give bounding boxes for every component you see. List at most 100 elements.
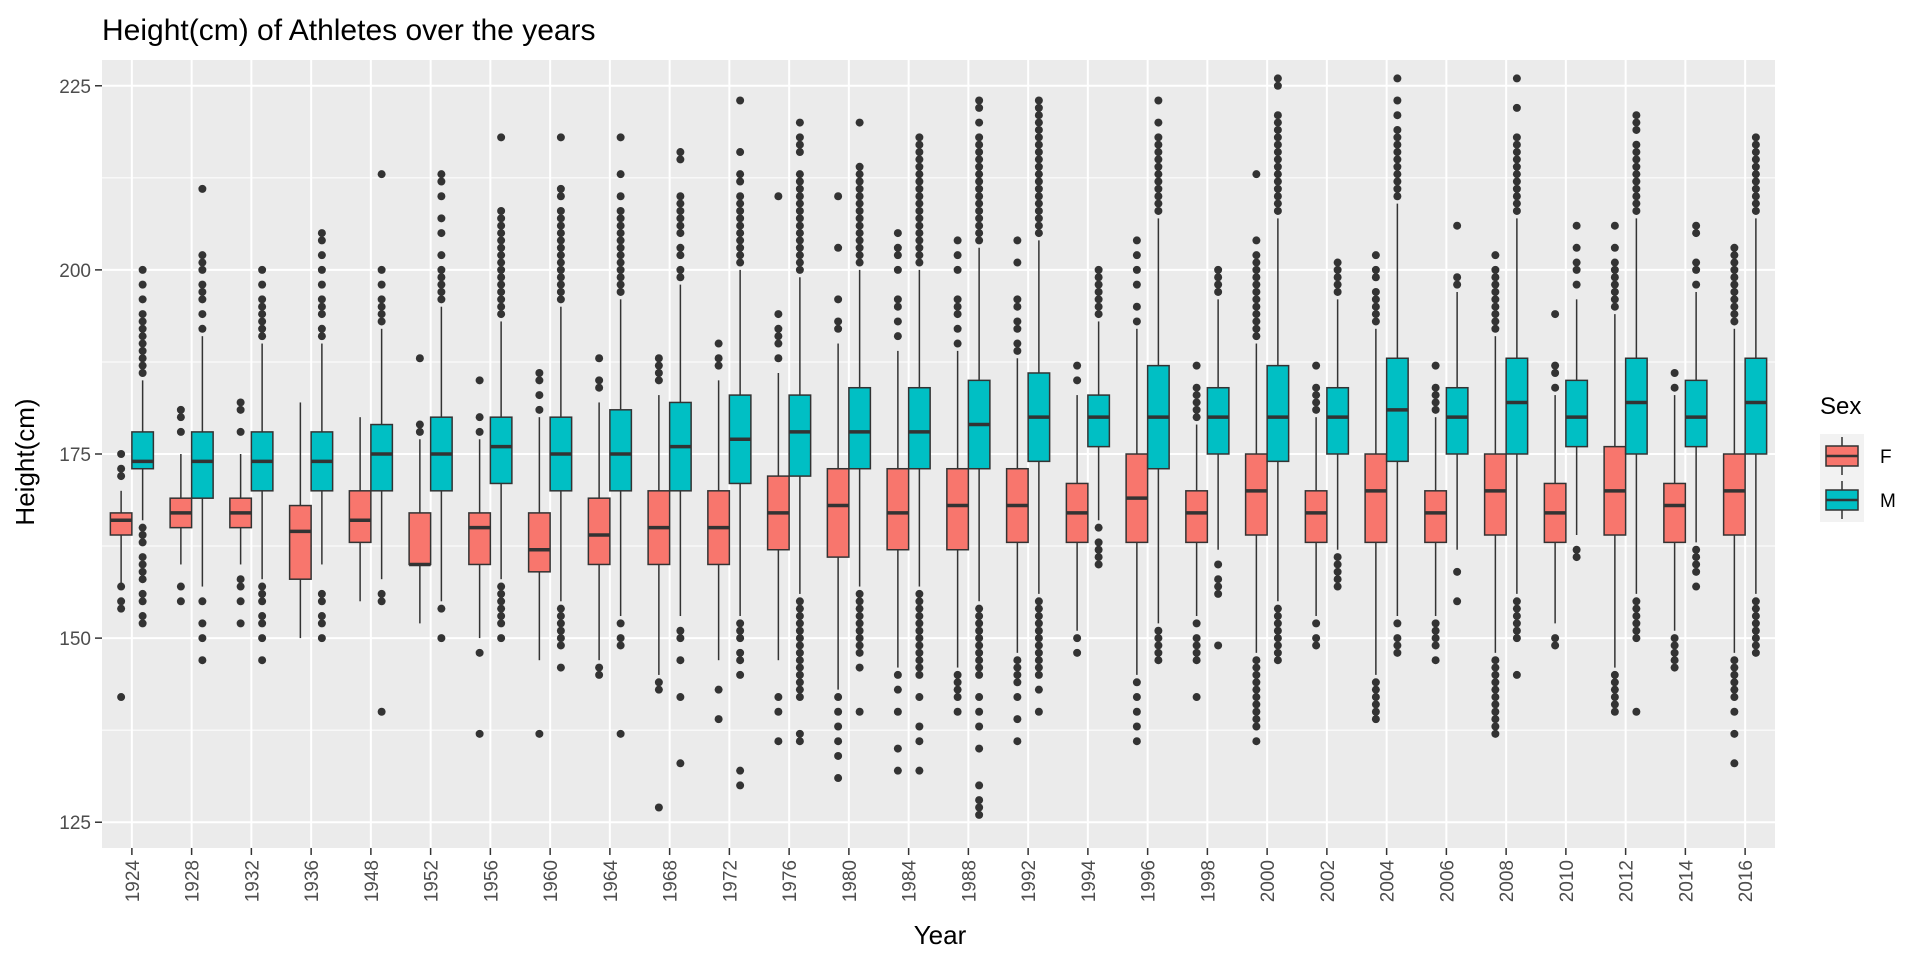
outlier-point bbox=[595, 670, 604, 679]
box-F-1968 bbox=[647, 354, 671, 812]
outlier-point bbox=[1034, 663, 1043, 672]
outlier-point bbox=[915, 184, 924, 193]
box-body bbox=[1684, 379, 1708, 448]
outlier-point bbox=[676, 273, 685, 282]
outlier-point bbox=[1610, 693, 1619, 702]
outlier-point bbox=[915, 236, 924, 245]
outlier-point bbox=[1692, 229, 1701, 238]
outlier-point bbox=[377, 317, 386, 326]
outlier-point bbox=[714, 685, 723, 694]
outlier-point bbox=[1192, 634, 1201, 643]
outlier-point bbox=[236, 582, 245, 591]
outlier-point bbox=[1692, 553, 1701, 562]
outlier-point bbox=[1491, 251, 1500, 260]
outlier-point bbox=[1252, 295, 1261, 304]
outlier-point bbox=[1094, 523, 1103, 532]
outlier-point bbox=[736, 258, 745, 267]
box-M-1994 bbox=[1087, 265, 1111, 569]
outlier-point bbox=[1393, 192, 1402, 201]
outlier-point bbox=[1013, 339, 1022, 348]
outlier-point bbox=[1491, 273, 1500, 282]
outlier-point bbox=[975, 693, 984, 702]
outlier-point bbox=[1751, 604, 1760, 613]
box-F-2012 bbox=[1603, 221, 1627, 716]
outlier-point bbox=[1730, 287, 1739, 296]
outlier-point bbox=[975, 133, 984, 142]
outlier-point bbox=[795, 641, 804, 650]
outlier-point bbox=[1632, 118, 1641, 127]
outlier-point bbox=[975, 177, 984, 186]
outlier-point bbox=[915, 604, 924, 613]
outlier-point bbox=[1094, 280, 1103, 289]
outlier-point bbox=[1333, 265, 1342, 274]
box-body bbox=[131, 431, 155, 470]
outlier-point bbox=[556, 214, 565, 223]
outlier-point bbox=[475, 427, 484, 436]
outlier-point bbox=[258, 295, 267, 304]
outlier-point bbox=[1491, 324, 1500, 333]
outlier-point bbox=[834, 751, 843, 760]
outlier-point bbox=[616, 619, 625, 628]
outlier-point bbox=[654, 803, 663, 812]
outlier-point bbox=[198, 324, 207, 333]
outlier-point bbox=[198, 597, 207, 606]
box-F-1996 bbox=[1125, 236, 1149, 746]
outlier-point bbox=[855, 634, 864, 643]
outlier-point bbox=[1610, 707, 1619, 716]
x-tick-label: 2016 bbox=[1736, 860, 1757, 902]
outlier-point bbox=[556, 619, 565, 628]
outlier-point bbox=[258, 280, 267, 289]
outlier-point bbox=[676, 192, 685, 201]
outlier-point bbox=[1512, 184, 1521, 193]
outlier-point bbox=[258, 656, 267, 665]
outlier-point bbox=[1610, 295, 1619, 304]
box-body bbox=[468, 512, 492, 566]
outlier-point bbox=[975, 118, 984, 127]
outlier-point bbox=[1371, 678, 1380, 687]
outlier-point bbox=[1333, 560, 1342, 569]
outlier-point bbox=[1154, 641, 1163, 650]
outlier-point bbox=[317, 310, 326, 319]
outlier-point bbox=[676, 251, 685, 260]
outlier-point bbox=[1393, 619, 1402, 628]
box-F-1952 bbox=[408, 354, 432, 624]
outlier-point bbox=[915, 133, 924, 142]
outlier-point bbox=[497, 133, 506, 142]
outlier-point bbox=[1013, 295, 1022, 304]
outlier-point bbox=[915, 192, 924, 201]
outlier-point bbox=[975, 656, 984, 665]
outlier-point bbox=[1132, 236, 1141, 245]
outlier-point bbox=[138, 339, 147, 348]
box-body bbox=[527, 512, 551, 573]
outlier-point bbox=[795, 177, 804, 186]
y-tick-label: 175 bbox=[59, 445, 91, 466]
outlier-point bbox=[795, 597, 804, 606]
y-tick-label: 125 bbox=[59, 813, 91, 834]
outlier-point bbox=[855, 170, 864, 179]
outlier-point bbox=[795, 184, 804, 193]
outlier-point bbox=[556, 229, 565, 238]
outlier-point bbox=[795, 214, 804, 223]
outlier-point bbox=[1393, 111, 1402, 120]
box-F-1932 bbox=[229, 398, 253, 628]
outlier-point bbox=[556, 243, 565, 252]
outlier-point bbox=[1154, 177, 1163, 186]
outlier-point bbox=[1154, 148, 1163, 157]
outlier-point bbox=[1252, 707, 1261, 716]
outlier-point bbox=[317, 236, 326, 245]
x-tick-label: 1932 bbox=[242, 860, 263, 902]
outlier-point bbox=[1013, 656, 1022, 665]
outlier-point bbox=[1431, 398, 1440, 407]
outlier-point bbox=[953, 693, 962, 702]
box-body bbox=[1483, 453, 1507, 536]
outlier-point bbox=[138, 346, 147, 355]
box-F-2002 bbox=[1304, 361, 1328, 650]
outlier-point bbox=[915, 177, 924, 186]
legend-items: FM bbox=[1820, 434, 1896, 522]
outlier-point bbox=[1273, 148, 1282, 157]
outlier-point bbox=[138, 354, 147, 363]
outlier-point bbox=[1751, 199, 1760, 208]
outlier-point bbox=[834, 295, 843, 304]
outlier-point bbox=[1610, 221, 1619, 230]
outlier-point bbox=[1333, 258, 1342, 267]
